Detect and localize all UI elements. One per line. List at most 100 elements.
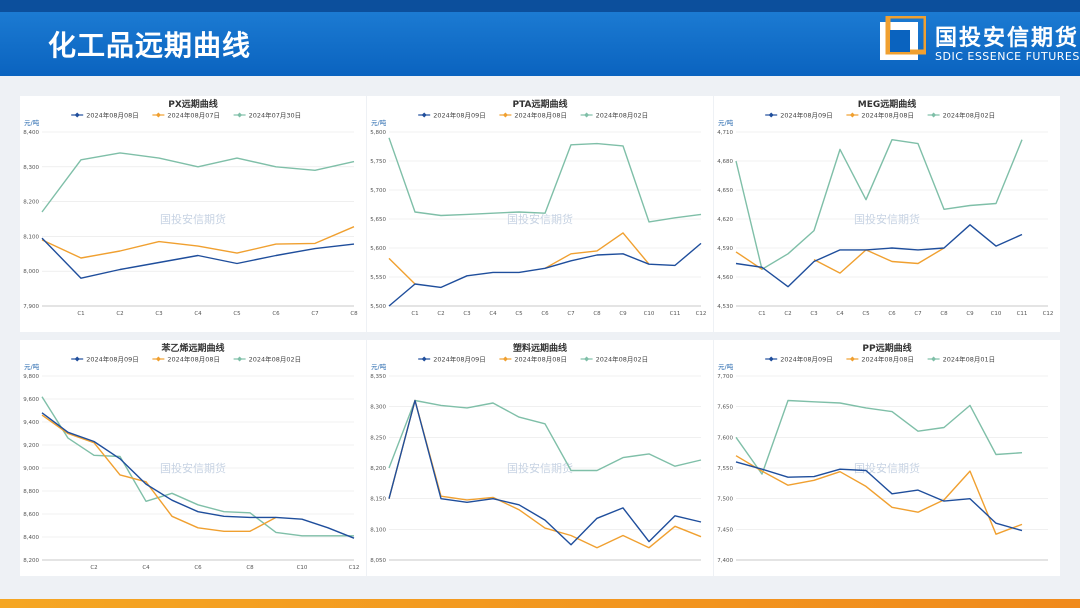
x-tick-label: C6 [888, 311, 896, 317]
x-tick-label: C7 [567, 311, 575, 317]
x-tick-label: C2 [784, 311, 791, 317]
x-tick-label: C4 [194, 311, 202, 317]
legend-marker [768, 112, 774, 118]
y-tick-label: 9,600 [23, 397, 39, 403]
x-tick-label: C7 [914, 311, 922, 317]
legend-marker [155, 356, 161, 362]
y-tick-label: 8,800 [23, 489, 39, 495]
chart-panel-styrene: 苯乙烯远期曲线 2024年08月09日 2024年08月08日 2024年08月02日… [20, 340, 366, 576]
legend-label: 2024年08月08日 [861, 111, 914, 120]
x-tick-label: C11 [670, 311, 681, 317]
series-line [735, 399, 1023, 475]
watermark-text: 国投安信期货 [854, 461, 920, 475]
company-logo-icon [880, 16, 926, 60]
series-line [735, 139, 1023, 270]
series-line [41, 152, 355, 213]
y-tick-label: 8,250 [370, 435, 386, 441]
y-tick-label: 5,600 [370, 246, 386, 252]
x-tick-label: C5 [233, 311, 241, 317]
chart-panel-meg: MEG远期曲线 2024年08月09日 2024年08月08日 2024年08月02日… [714, 96, 1060, 332]
x-tick-label: C3 [810, 311, 818, 317]
legend-label: 2024年08月08日 [167, 355, 220, 364]
y-tick-label: 8,350 [370, 374, 386, 380]
y-tick-label: 8,200 [370, 466, 386, 472]
legend-label: 2024年08月09日 [86, 355, 139, 364]
logo-text-english: SDIC ESSENCE FUTURES [935, 50, 1080, 63]
legend-marker [849, 112, 855, 118]
y-tick-label: 8,100 [370, 527, 386, 533]
x-tick-label: C9 [619, 311, 627, 317]
legend-marker [584, 112, 590, 118]
legend-marker [931, 356, 937, 362]
series-line [41, 414, 277, 532]
y-tick-label: 4,530 [717, 304, 733, 310]
x-tick-label: C5 [515, 311, 523, 317]
y-tick-label: 5,550 [370, 275, 386, 281]
x-tick-label: C8 [246, 565, 254, 571]
legend-marker [74, 356, 80, 362]
series-line [388, 137, 702, 223]
series-line [735, 247, 945, 274]
watermark-text: 国投安信期货 [507, 461, 573, 475]
chart-svg-pta: PTA远期曲线 2024年08月09日 2024年08月08日 2024年08月02日… [370, 98, 706, 317]
x-tick-label: C4 [836, 311, 844, 317]
x-tick-label: C10 [991, 311, 1002, 317]
legend-marker [421, 112, 427, 118]
y-tick-label: 7,900 [23, 304, 39, 310]
chart-title: PTA远期曲线 [512, 98, 567, 110]
legend-label: 2024年08月09日 [433, 355, 486, 364]
chart-svg-meg: MEG远期曲线 2024年08月09日 2024年08月08日 2024年08月02日… [717, 98, 1054, 317]
legend-label: 2024年08月01日 [943, 355, 996, 364]
y-tick-label: 9,000 [23, 466, 39, 472]
y-tick-label: 7,400 [717, 558, 733, 564]
x-tick-label: C9 [966, 311, 974, 317]
legend-marker [768, 356, 774, 362]
legend-label: 2024年07月30日 [249, 111, 302, 120]
legend-marker [584, 356, 590, 362]
y-tick-label: 7,550 [717, 466, 733, 472]
y-tick-label: 7,700 [717, 374, 733, 380]
chart-title: 塑料远期曲线 [513, 342, 567, 354]
y-tick-label: 9,400 [23, 420, 39, 426]
chart-panel-pp: PP远期曲线 2024年08月09日 2024年08月08日 2024年08月01日元… [714, 340, 1060, 576]
legend-marker [931, 112, 937, 118]
legend-label: 2024年08月09日 [780, 355, 833, 364]
y-axis-unit: 元/吨 [371, 118, 387, 127]
legend-label: 2024年08月09日 [433, 111, 486, 120]
legend-marker [849, 356, 855, 362]
legend-label: 2024年08月02日 [596, 111, 649, 120]
y-tick-label: 4,560 [717, 275, 733, 281]
y-tick-label: 5,800 [370, 130, 386, 136]
x-tick-label: C6 [272, 311, 280, 317]
watermark-text: 国投安信期货 [507, 212, 573, 226]
x-tick-label: C12 [349, 565, 360, 571]
series-line [41, 226, 355, 259]
legend-marker [237, 356, 243, 362]
chart-svg-styrene: 苯乙烯远期曲线 2024年08月09日 2024年08月08日 2024年08月02日… [23, 342, 360, 571]
x-tick-label: C7 [311, 311, 319, 317]
x-tick-label: C4 [142, 565, 150, 571]
legend-label: 2024年08月08日 [514, 111, 567, 120]
y-tick-label: 8,200 [23, 558, 39, 564]
legend-label: 2024年08月08日 [861, 355, 914, 364]
logo-text-chinese: 国投安信期货 [935, 26, 1080, 51]
header-banner: 化工品远期曲线 国投安信期货 SDIC ESSENCE FUTURES [0, 0, 1080, 76]
x-tick-label: C1 [77, 311, 84, 317]
y-tick-label: 5,750 [370, 159, 386, 165]
legend-label: 2024年08月08日 [514, 355, 567, 364]
y-tick-label: 5,700 [370, 188, 386, 194]
series-line [388, 399, 702, 472]
chart-svg-pp: PP远期曲线 2024年08月09日 2024年08月08日 2024年08月01日元… [717, 342, 1048, 564]
legend-marker [502, 112, 508, 118]
x-tick-label: C3 [155, 311, 163, 317]
y-tick-label: 7,600 [717, 435, 733, 441]
x-tick-label: C6 [194, 565, 202, 571]
y-axis-unit: 元/吨 [718, 118, 734, 127]
footer-accent-bar [0, 599, 1080, 608]
x-tick-label: C4 [489, 311, 497, 317]
x-tick-label: C8 [940, 311, 948, 317]
chart-title: MEG远期曲线 [858, 98, 917, 110]
x-tick-label: C12 [1043, 311, 1054, 317]
y-tick-label: 8,400 [23, 130, 39, 136]
y-axis-unit: 元/吨 [24, 362, 40, 371]
